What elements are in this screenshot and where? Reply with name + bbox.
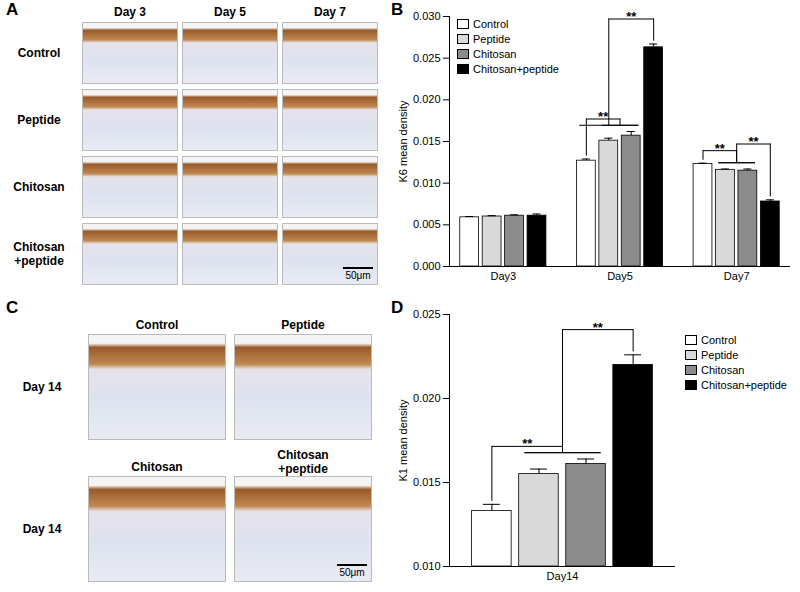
html-text:Control: Control bbox=[701, 334, 737, 346]
html-text:Chitosan +peptide: Chitosan +peptide bbox=[13, 240, 65, 268]
svg-text:Day14: Day14 bbox=[547, 570, 579, 582]
html-text:Peptide: Peptide bbox=[17, 113, 61, 127]
html-text:Chitosan +peptide: Chitosan +peptide bbox=[277, 448, 329, 476]
svg-text:**: ** bbox=[598, 109, 609, 124]
svg-text:Day5: Day5 bbox=[607, 270, 633, 282]
html-text:Peptide: Peptide bbox=[473, 33, 511, 45]
svg-text:0.025: 0.025 bbox=[413, 52, 441, 64]
html-text:Chitosan: Chitosan bbox=[13, 180, 65, 194]
svg-text:0.000: 0.000 bbox=[413, 260, 441, 272]
html-text:Chitosan+peptide: Chitosan+peptide bbox=[473, 63, 559, 75]
html-text:Day 7: Day 7 bbox=[314, 5, 346, 19]
svg-text:0.015: 0.015 bbox=[413, 135, 441, 147]
html-text:Control: Control bbox=[473, 18, 509, 30]
html-text:Day 14: Day 14 bbox=[22, 380, 62, 394]
html-text:C: C bbox=[6, 298, 19, 317]
svg-text:0.010: 0.010 bbox=[413, 177, 441, 189]
html-text:Peptide: Peptide bbox=[701, 349, 739, 361]
html-text:Peptide: Peptide bbox=[281, 318, 325, 332]
svg-text:0.030: 0.030 bbox=[413, 10, 441, 22]
html-text:Chitosan: Chitosan bbox=[131, 460, 183, 474]
svg-text:**: ** bbox=[715, 141, 726, 156]
html-text:Chitosan+peptide: Chitosan+peptide bbox=[701, 379, 787, 391]
svg-text:**: ** bbox=[593, 320, 604, 335]
html-text:Control: Control bbox=[135, 318, 179, 332]
svg-text:0.005: 0.005 bbox=[413, 218, 441, 230]
svg-text:K1 mean density: K1 mean density bbox=[397, 399, 409, 481]
html-text:B: B bbox=[391, 0, 404, 19]
html-text:Chitosan: Chitosan bbox=[701, 364, 745, 376]
html-text:50μm: 50μm bbox=[339, 567, 365, 578]
svg-text:0.025: 0.025 bbox=[413, 308, 441, 320]
svg-text:**: ** bbox=[748, 134, 759, 149]
svg-text:**: ** bbox=[626, 9, 637, 24]
svg-text:Day3: Day3 bbox=[490, 270, 516, 282]
html-text:50μm: 50μm bbox=[345, 270, 371, 281]
html-text:A: A bbox=[6, 0, 19, 19]
svg-text:0.010: 0.010 bbox=[413, 560, 441, 572]
svg-text:0.020: 0.020 bbox=[413, 93, 441, 105]
html-text:Day 3: Day 3 bbox=[114, 5, 146, 19]
html-text:D: D bbox=[391, 298, 404, 317]
svg-text:**: ** bbox=[522, 436, 533, 451]
svg-text:K6 mean density: K6 mean density bbox=[397, 100, 409, 182]
svg-text:0.020: 0.020 bbox=[413, 392, 441, 404]
html-text:Chitosan: Chitosan bbox=[473, 48, 517, 60]
svg-text:Day7: Day7 bbox=[724, 270, 750, 282]
html-text:Day 5: Day 5 bbox=[214, 5, 246, 19]
html-text:Control: Control bbox=[17, 46, 61, 60]
html-text:Day 14: Day 14 bbox=[22, 522, 62, 536]
svg-text:0.015: 0.015 bbox=[413, 476, 441, 488]
